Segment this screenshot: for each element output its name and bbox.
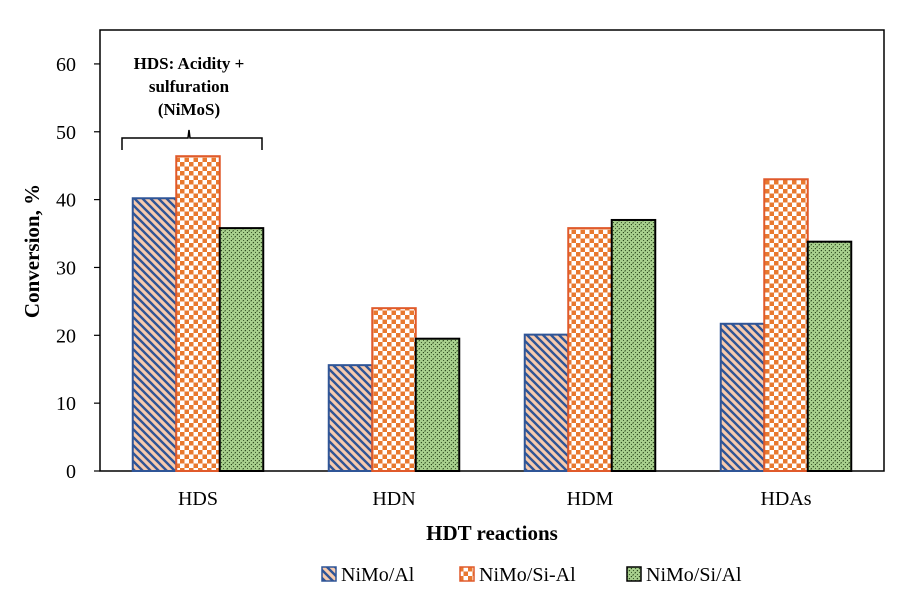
bar-nimo-al-hds <box>131 197 178 473</box>
bar-nimo-si-al-hds <box>218 227 265 472</box>
bar-nimo-si-al-hdas <box>763 178 809 472</box>
x-axis-ticks: HDS HDN HDM HDAs <box>178 488 812 510</box>
annotation-line-2: sulfuration <box>149 77 230 96</box>
x-tick-label: HDN <box>372 488 415 510</box>
bar-nimo-al-hdas <box>719 322 766 472</box>
annotation-line-1: HDS: Acidity + <box>134 54 245 73</box>
bar-nimo-al-hdn <box>327 364 374 472</box>
y-tick-label: 60 <box>56 54 76 76</box>
x-tick-label: HDAs <box>760 488 811 510</box>
bar-nimo-al-hdm <box>523 333 570 473</box>
x-axis-title: HDT reactions <box>426 521 558 545</box>
bars-group <box>131 155 853 473</box>
bar-nimo-si-al-hdm <box>567 227 613 472</box>
bar-nimo-si-al-hdm <box>610 218 657 472</box>
y-tick-label: 10 <box>56 393 76 415</box>
bar-nimo-si-al-hdn <box>414 337 461 473</box>
legend-swatch <box>626 566 642 582</box>
legend-swatch <box>459 566 475 582</box>
y-tick-label: 40 <box>56 190 76 212</box>
y-tick-label: 30 <box>56 257 76 279</box>
annotation: HDS: Acidity + sulfuration (NiMoS) <box>121 54 263 150</box>
y-axis-ticks: 0 10 20 30 40 50 60 <box>56 54 100 483</box>
annotation-line-3: (NiMoS) <box>158 100 220 119</box>
legend-swatch <box>321 566 337 582</box>
y-tick-label: 20 <box>56 325 76 347</box>
legend: NiMo/Al NiMo/Si-Al NiMo/Si/Al <box>321 564 742 586</box>
x-tick-label: HDM <box>567 488 614 510</box>
x-tick-label: HDS <box>178 488 218 510</box>
legend-label: NiMo/Al <box>341 564 415 586</box>
legend-label: NiMo/Si-Al <box>479 564 576 586</box>
bar-nimo-si-al-hdas <box>806 240 853 472</box>
plot-area-frame <box>99 29 885 472</box>
y-axis-title: Conversion, % <box>20 184 44 318</box>
annotation-brace <box>121 129 263 150</box>
y-tick-label: 50 <box>56 122 76 144</box>
legend-label: NiMo/Si/Al <box>646 564 742 586</box>
y-tick-label: 0 <box>66 461 76 483</box>
bar-nimo-si-al-hdn <box>371 307 417 472</box>
bar-nimo-si-al-hds <box>175 155 221 472</box>
